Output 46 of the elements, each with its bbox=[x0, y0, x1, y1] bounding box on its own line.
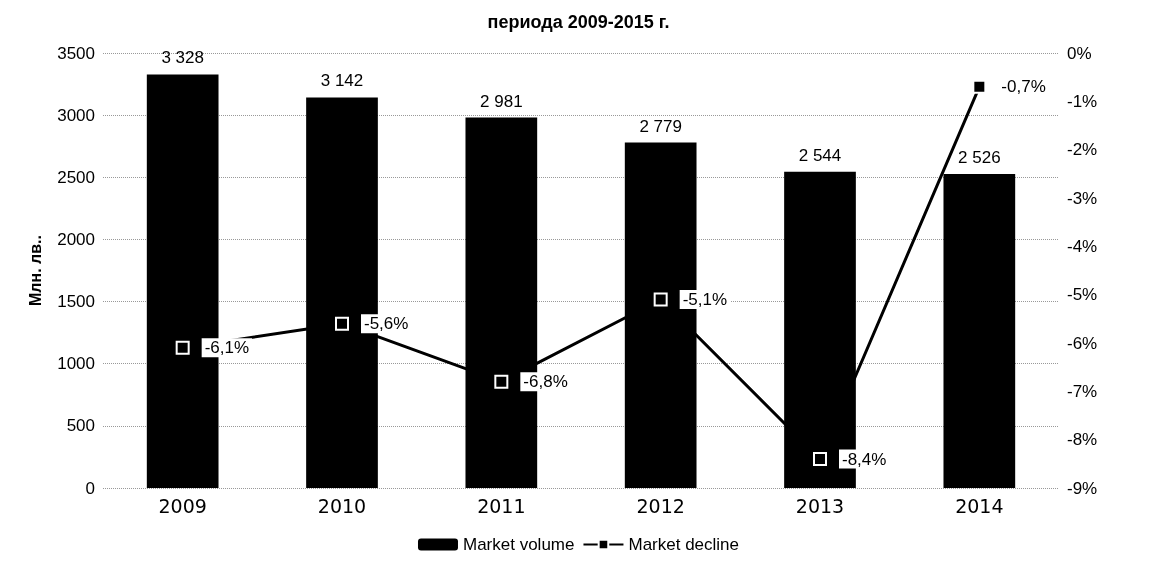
y2-tick-label: -5% bbox=[1067, 285, 1098, 305]
y2-tick-label: -3% bbox=[1067, 188, 1098, 208]
x-tick-label: 2014 bbox=[955, 494, 1004, 517]
data-label: 2 981 bbox=[480, 91, 523, 111]
y2-tick-label: -8% bbox=[1067, 430, 1098, 450]
y-tick-label: 1500 bbox=[57, 292, 95, 312]
point bbox=[335, 316, 349, 331]
data-label: -5,6% bbox=[364, 314, 409, 334]
legend-label: Market decline bbox=[628, 535, 740, 554]
y-axis-title: Млн. лв.. bbox=[26, 235, 44, 306]
y-tick-label: 3500 bbox=[57, 43, 95, 63]
legend-label: Market volume bbox=[462, 535, 575, 554]
y-tick-label: 500 bbox=[66, 416, 95, 436]
y-tick-label: 1000 bbox=[57, 354, 95, 374]
y2-tick-label: -1% bbox=[1067, 91, 1098, 111]
y2-tick-label: -4% bbox=[1067, 236, 1098, 256]
data-label: -5,1% bbox=[682, 290, 728, 309]
x-tick-label: 2012 bbox=[636, 494, 685, 517]
x-tick-label: 2013 bbox=[795, 494, 845, 517]
y2-tick-label: -7% bbox=[1067, 381, 1098, 401]
data-label: 2 544 bbox=[798, 145, 842, 165]
data-label: 3 142 bbox=[320, 71, 364, 91]
data-label: 2 526 bbox=[958, 148, 1001, 168]
data-label: 2 779 bbox=[639, 116, 682, 136]
point bbox=[972, 79, 987, 94]
data-label: -0,7% bbox=[1001, 77, 1046, 97]
y-tick-label: 2000 bbox=[57, 229, 95, 249]
y2-tick-label: 0% bbox=[1067, 43, 1092, 63]
point bbox=[494, 374, 509, 389]
x-tick-label: 2009 bbox=[158, 494, 207, 517]
x-tick-label: 2010 bbox=[317, 494, 367, 517]
chart-title: периода 2009-2015 г. bbox=[487, 12, 670, 32]
y2-tick-label: -2% bbox=[1067, 140, 1098, 160]
y-tick-label: 0 bbox=[85, 478, 95, 498]
data-label: 3 328 bbox=[161, 48, 204, 68]
y2-tick-label: -6% bbox=[1067, 333, 1098, 353]
data-label: -6,8% bbox=[523, 372, 568, 392]
y2-tick-label: -9% bbox=[1067, 478, 1098, 498]
y-tick-label: 2500 bbox=[57, 167, 95, 187]
point bbox=[175, 340, 190, 355]
x-tick-label: 2011 bbox=[477, 494, 526, 517]
data-label: -8,4% bbox=[842, 449, 887, 469]
data-label: -6,1% bbox=[204, 338, 250, 358]
point bbox=[813, 452, 827, 466]
y-tick-label: 3000 bbox=[57, 105, 95, 125]
point bbox=[653, 292, 668, 307]
